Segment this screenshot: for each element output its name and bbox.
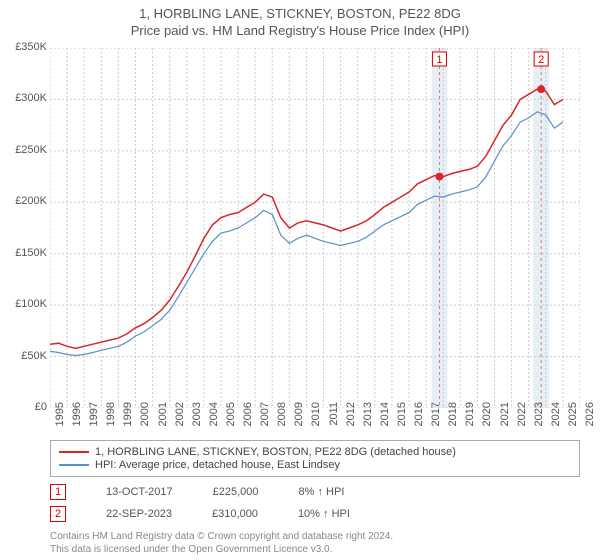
- x-axis-label: 1998: [105, 402, 117, 442]
- legend-label-2: HPI: Average price, detached house, East…: [95, 459, 340, 471]
- x-axis-label: 1996: [71, 402, 83, 442]
- x-axis-label: 2008: [276, 402, 288, 442]
- chart-subtitle: Price paid vs. HM Land Registry's House …: [0, 23, 600, 38]
- marker-badge-2: 2: [50, 506, 66, 522]
- x-axis-label: 2015: [396, 402, 408, 442]
- x-axis-label: 1997: [88, 402, 100, 442]
- marker-date-1: 13-OCT-2017: [106, 486, 173, 498]
- marker-row-1: 1 13-OCT-2017 £225,000 8% ↑ HPI: [50, 484, 580, 500]
- x-axis-label: 2019: [464, 402, 476, 442]
- x-axis-label: 2003: [191, 402, 203, 442]
- x-axis-label: 1999: [122, 402, 134, 442]
- x-axis-label: 2011: [328, 402, 340, 442]
- x-axis-label: 2025: [567, 402, 579, 442]
- chart-title: 1, HORBLING LANE, STICKNEY, BOSTON, PE22…: [0, 6, 600, 21]
- y-axis-label: £350K: [2, 41, 47, 53]
- chart-area: 12 £0£50K£100K£150K£200K£250K£300K£350K1…: [50, 48, 580, 408]
- x-axis-label: 2017: [430, 402, 442, 442]
- marker-price-1: £225,000: [213, 486, 259, 498]
- title-block: 1, HORBLING LANE, STICKNEY, BOSTON, PE22…: [0, 0, 600, 38]
- x-axis-label: 2010: [310, 402, 322, 442]
- x-axis-label: 2026: [584, 402, 596, 442]
- attribution-line-2: This data is licensed under the Open Gov…: [50, 543, 580, 556]
- svg-text:1: 1: [436, 54, 442, 66]
- marker-row-2: 2 22-SEP-2023 £310,000 10% ↑ HPI: [50, 506, 580, 522]
- x-axis-label: 2012: [345, 402, 357, 442]
- attribution-line-1: Contains HM Land Registry data © Crown c…: [50, 530, 580, 543]
- marker-badge-1: 1: [50, 484, 66, 500]
- y-axis-label: £300K: [2, 92, 47, 104]
- x-axis-label: 2022: [516, 402, 528, 442]
- legend-box: 1, HORBLING LANE, STICKNEY, BOSTON, PE22…: [50, 440, 580, 477]
- x-axis-label: 2021: [499, 402, 511, 442]
- legend-swatch-1: [59, 451, 89, 453]
- marker-date-2: 22-SEP-2023: [106, 508, 172, 520]
- legend-swatch-2: [59, 464, 89, 466]
- y-axis-label: £100K: [2, 298, 47, 310]
- legend-row-1: 1, HORBLING LANE, STICKNEY, BOSTON, PE22…: [59, 446, 571, 458]
- y-axis-label: £50K: [2, 350, 47, 362]
- x-axis-label: 2005: [225, 402, 237, 442]
- x-axis-label: 2016: [413, 402, 425, 442]
- x-axis-label: 2020: [481, 402, 493, 442]
- legend-row-2: HPI: Average price, detached house, East…: [59, 459, 571, 471]
- x-axis-label: 2002: [174, 402, 186, 442]
- attribution: Contains HM Land Registry data © Crown c…: [50, 530, 580, 556]
- marker-change-1: 8% ↑ HPI: [299, 486, 345, 498]
- x-axis-label: 2024: [550, 402, 562, 442]
- x-axis-label: 2013: [362, 402, 374, 442]
- svg-text:2: 2: [538, 54, 544, 66]
- x-axis-label: 2004: [208, 402, 220, 442]
- y-axis-label: £200K: [2, 195, 47, 207]
- x-axis-label: 2007: [259, 402, 271, 442]
- x-axis-label: 2018: [447, 402, 459, 442]
- chart-svg: 12: [50, 48, 580, 408]
- chart-container: 1, HORBLING LANE, STICKNEY, BOSTON, PE22…: [0, 0, 600, 560]
- x-axis-label: 2014: [379, 402, 391, 442]
- x-axis-label: 2000: [139, 402, 151, 442]
- y-axis-label: £250K: [2, 144, 47, 156]
- x-axis-label: 2009: [293, 402, 305, 442]
- x-axis-label: 2023: [533, 402, 545, 442]
- legend-label-1: 1, HORBLING LANE, STICKNEY, BOSTON, PE22…: [95, 446, 456, 458]
- marker-price-2: £310,000: [212, 508, 258, 520]
- x-axis-label: 2006: [242, 402, 254, 442]
- y-axis-label: £150K: [2, 247, 47, 259]
- x-axis-label: 2001: [157, 402, 169, 442]
- marker-change-2: 10% ↑ HPI: [298, 508, 350, 520]
- x-axis-label: 1995: [54, 402, 66, 442]
- y-axis-label: £0: [2, 401, 47, 413]
